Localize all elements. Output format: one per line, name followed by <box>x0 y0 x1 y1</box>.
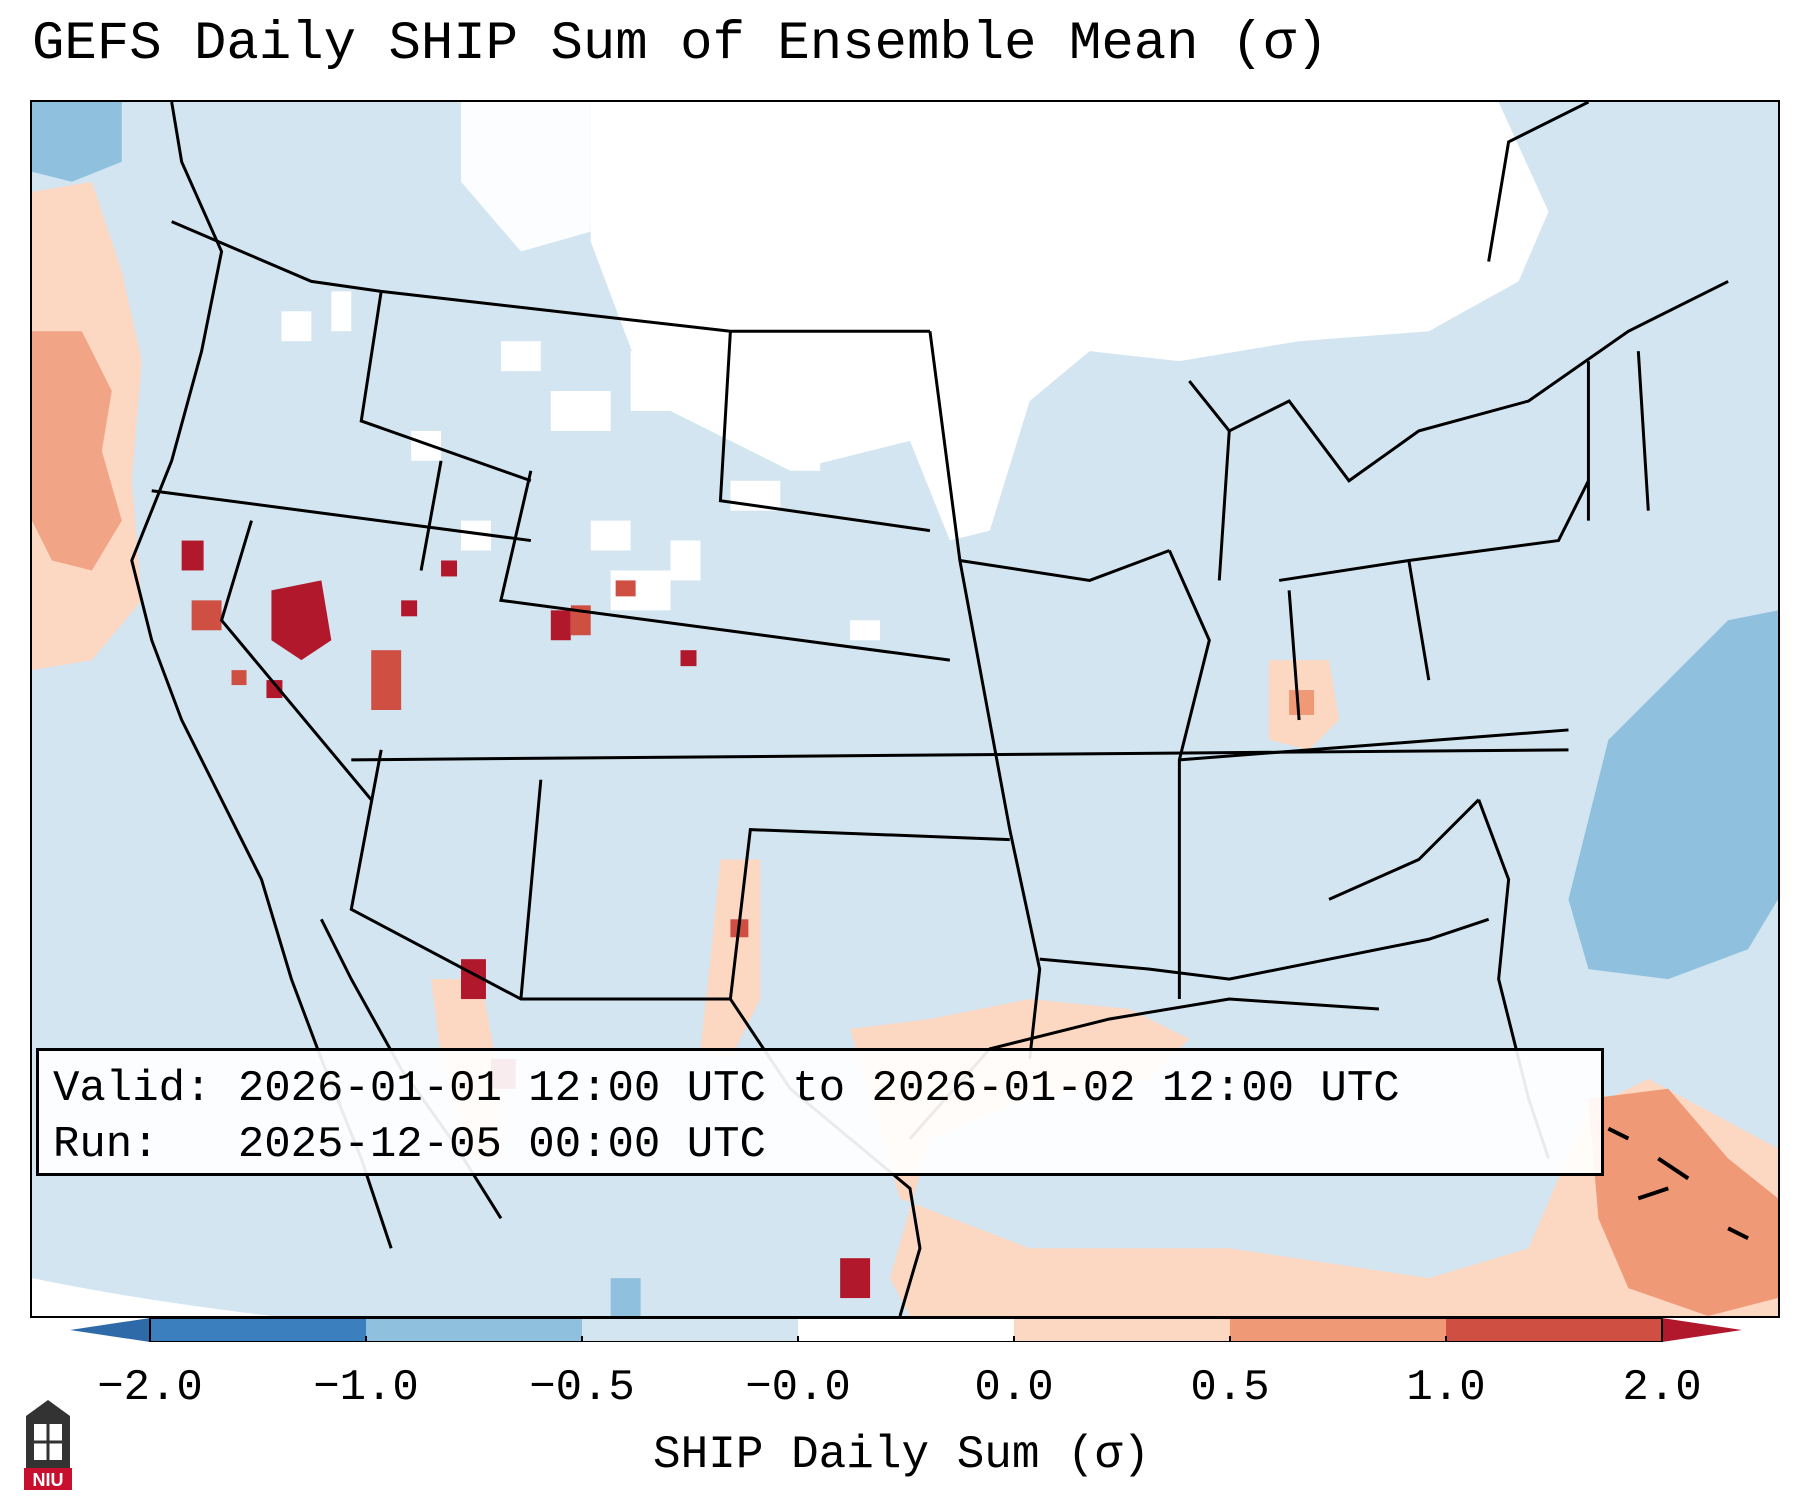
svg-text:NIU: NIU <box>33 1470 64 1490</box>
colorbar-tick-label: 0.0 <box>974 1363 1054 1413</box>
colorbar-bin <box>582 1318 799 1342</box>
colorbar-outline <box>149 1318 1663 1342</box>
negative-region-atlantic <box>1568 610 1778 980</box>
colorbar-tick-label: 0.5 <box>1190 1363 1270 1413</box>
colorbar-extend-high <box>1662 1318 1742 1342</box>
colorbar-extend-low <box>70 1318 150 1342</box>
map-title: GEFS Daily SHIP Sum of Ensemble Mean (σ) <box>32 14 1329 75</box>
colorbar-tick-label: 1.0 <box>1406 1363 1486 1413</box>
valid-time-range: 2026-01-01 12:00 UTC to 2026-01-02 12:00… <box>237 1064 1400 1114</box>
colorbar-bin <box>150 1318 367 1342</box>
colorbar-bin <box>1014 1318 1231 1342</box>
anomaly-map <box>32 102 1778 1316</box>
colorbar-tick-label: −0.0 <box>745 1363 851 1413</box>
positive-spot-kentucky <box>1289 690 1315 715</box>
colorbar-bin <box>366 1318 583 1342</box>
colorbar-tick-label: −1.0 <box>313 1363 419 1413</box>
run-label: Run: <box>53 1120 159 1170</box>
colorbar-bin <box>798 1318 1015 1342</box>
caribbean-islands <box>1607 1126 1749 1241</box>
colorbar-tick-label: −2.0 <box>97 1363 203 1413</box>
positive-region-pacific-strong <box>32 331 122 571</box>
neutral-region-nw <box>461 102 591 252</box>
run-time: 2025-12-05 00:00 UTC <box>237 1120 766 1170</box>
neutral-speckles <box>281 261 881 641</box>
valid-label: Valid: <box>53 1064 212 1114</box>
validity-info-box: Valid: 2026-01-01 12:00 UTC to 2026-01-0… <box>36 1048 1604 1176</box>
colorbar-bins <box>150 1318 1663 1342</box>
colorbar-bin <box>1230 1318 1447 1342</box>
neutral-region-north <box>590 102 1549 541</box>
colorbar-bin <box>1446 1318 1663 1342</box>
colorbar-tick-label: −0.5 <box>529 1363 635 1413</box>
negative-spot-gulf-ca <box>610 1278 641 1316</box>
positive-region-caribbean <box>1588 1088 1778 1316</box>
negative-region-nw-corner <box>32 102 122 182</box>
colorbar-tick-label: 2.0 <box>1622 1363 1702 1413</box>
niu-logo: NIU <box>24 1400 72 1490</box>
colorbar-label: SHIP Daily Sum (σ) <box>653 1429 1150 1481</box>
positive-region-texas <box>700 859 761 1059</box>
colorbar <box>70 1318 1742 1342</box>
